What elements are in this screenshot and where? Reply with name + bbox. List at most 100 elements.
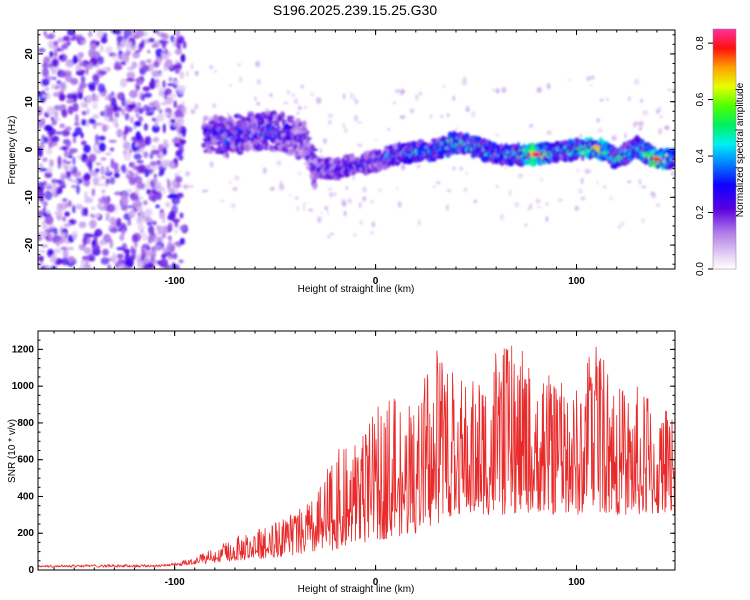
heatmap-cell bbox=[91, 206, 96, 211]
heatmap-cell bbox=[126, 71, 136, 79]
y-tick-label: 20 bbox=[24, 48, 35, 60]
heatmap-cell bbox=[374, 138, 378, 141]
heatmap-cell bbox=[418, 91, 422, 96]
heatmap-cell bbox=[461, 79, 467, 86]
heatmap-cell bbox=[324, 205, 329, 211]
heatmap-cell bbox=[180, 53, 186, 63]
heatmap-cell bbox=[347, 198, 353, 204]
heatmap-cell bbox=[297, 105, 302, 111]
heatmap-cell bbox=[218, 115, 225, 123]
heatmap-cell bbox=[463, 187, 468, 192]
heatmap-cell bbox=[602, 185, 607, 189]
heatmap-cell bbox=[349, 92, 354, 100]
heatmap-cell bbox=[597, 127, 603, 134]
heatmap-cell bbox=[327, 235, 331, 239]
heatmap-cell bbox=[307, 137, 312, 141]
heatmap-cell bbox=[581, 154, 585, 161]
heatmap-cell bbox=[106, 107, 114, 115]
heatmap-cell bbox=[130, 245, 135, 254]
heatmap-cell bbox=[152, 220, 157, 226]
heatmap-cell bbox=[134, 146, 141, 150]
heatmap-cell bbox=[162, 80, 166, 89]
heatmap-cell bbox=[121, 164, 127, 174]
heatmap-cell bbox=[149, 153, 154, 159]
heatmap-cell bbox=[66, 246, 75, 251]
heatmap-cell bbox=[156, 113, 165, 122]
heatmap-cell bbox=[67, 105, 74, 115]
heatmap-cell bbox=[72, 56, 78, 65]
heatmap-cell bbox=[46, 209, 51, 215]
heatmap-cell bbox=[167, 222, 173, 233]
heatmap-cell bbox=[81, 206, 85, 217]
heatmap-cell bbox=[172, 38, 177, 47]
heatmap-cell bbox=[153, 136, 160, 143]
y-tick-label: -20 bbox=[24, 237, 35, 252]
heatmap-cell bbox=[492, 88, 495, 92]
heatmap-cell bbox=[128, 209, 136, 219]
heatmap-cell bbox=[106, 203, 116, 213]
heatmap-cell bbox=[223, 152, 227, 158]
heatmap-cell bbox=[78, 221, 87, 229]
heatmap-cell bbox=[143, 151, 149, 158]
snr-y-label: SNR (10 * v/v) bbox=[7, 419, 18, 483]
heatmap-cell bbox=[79, 82, 87, 89]
heatmap-cell bbox=[111, 53, 120, 61]
heatmap-cell bbox=[38, 181, 46, 192]
heatmap-cell bbox=[574, 205, 580, 211]
heatmap-cell bbox=[121, 228, 126, 236]
heatmap-cell bbox=[220, 199, 224, 203]
heatmap-cell bbox=[495, 133, 499, 137]
heatmap-cell bbox=[392, 101, 397, 105]
heatmap-cell bbox=[103, 233, 111, 244]
heatmap-cell bbox=[303, 105, 308, 110]
heatmap-cell bbox=[158, 144, 163, 153]
heatmap-cell bbox=[319, 147, 323, 154]
heatmap-cell bbox=[78, 53, 84, 59]
heatmap-cell bbox=[401, 164, 406, 171]
heatmap-cell bbox=[310, 92, 314, 97]
heatmap-cell bbox=[80, 75, 86, 83]
heatmap-cell bbox=[452, 95, 456, 101]
heatmap-cell bbox=[357, 143, 363, 147]
heatmap-cell bbox=[201, 190, 207, 193]
heatmap-cell bbox=[83, 174, 87, 181]
heatmap-cell bbox=[114, 173, 120, 178]
heatmap-cell bbox=[167, 83, 176, 87]
heatmap-cell bbox=[409, 108, 415, 114]
heatmap-cell bbox=[546, 82, 551, 90]
x-tick-label: 0 bbox=[373, 276, 379, 287]
y-tick-label: 0 bbox=[24, 146, 35, 152]
heatmap-cell bbox=[176, 200, 181, 204]
heatmap-cell bbox=[52, 44, 60, 51]
heatmap-cell bbox=[109, 147, 115, 152]
heatmap-cell bbox=[138, 116, 143, 123]
heatmap-peak bbox=[532, 152, 541, 157]
heatmap-cell bbox=[371, 221, 376, 228]
heatmap-cell bbox=[81, 110, 87, 116]
heatmap-cell bbox=[344, 127, 348, 134]
heatmap-cell bbox=[89, 44, 98, 49]
heatmap-cell bbox=[446, 113, 450, 118]
heatmap-cell bbox=[124, 41, 133, 49]
heatmap-cell bbox=[127, 128, 132, 133]
heatmap-cell bbox=[58, 104, 67, 111]
heatmap-cell bbox=[113, 64, 123, 71]
heatmap-cell bbox=[64, 165, 68, 172]
heatmap-cell bbox=[320, 211, 324, 215]
heatmap-cell bbox=[41, 94, 46, 98]
heatmap-cell bbox=[58, 93, 66, 102]
colorbar-tick-label: 0.6 bbox=[695, 92, 706, 106]
heatmap-cell bbox=[162, 147, 167, 156]
heatmap-cell bbox=[51, 253, 57, 263]
heatmap-cell bbox=[75, 65, 82, 71]
heatmap-cell bbox=[124, 102, 129, 111]
heatmap-cell bbox=[80, 132, 84, 139]
heatmap-cell bbox=[232, 186, 238, 192]
heatmap-cell bbox=[38, 255, 44, 262]
heatmap-cell bbox=[43, 56, 51, 65]
heatmap-cell bbox=[162, 217, 166, 224]
heatmap-cell bbox=[159, 109, 163, 114]
heatmap-cell bbox=[353, 114, 358, 122]
heatmap-cell bbox=[169, 159, 176, 170]
heatmap-cell bbox=[133, 153, 142, 160]
